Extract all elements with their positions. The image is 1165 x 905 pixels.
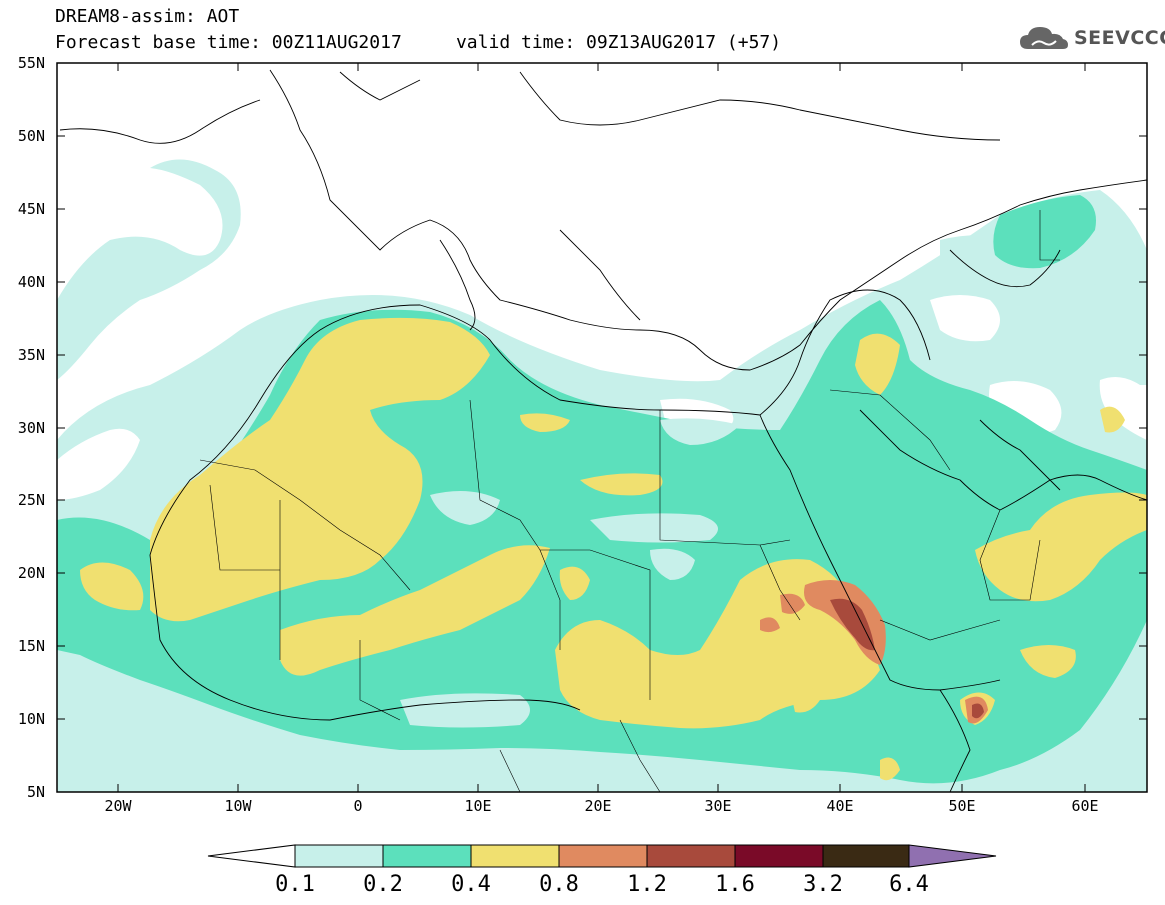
lat-tick-label: 25N [18, 491, 45, 509]
colorbar-segment [382, 844, 472, 868]
colorbar-label: 1.2 [627, 872, 667, 897]
lat-tick-label: 10N [18, 710, 45, 728]
lat-tick-label: 30N [18, 419, 45, 437]
colorbar-label: 0.1 [275, 872, 315, 897]
aot-level-1.2 [830, 598, 984, 719]
lat-tick-label: 50N [18, 127, 45, 145]
lat-tick-label: 35N [18, 346, 45, 364]
colorbar-label: 3.2 [803, 872, 843, 897]
colorbar-label: 6.4 [889, 872, 929, 897]
colorbar-segment [558, 844, 648, 868]
colorbar-label: 0.4 [451, 872, 491, 897]
latitude-axis: 55N 50N 45N 40N 35N 30N 25N 20N 15N 10N … [18, 54, 1147, 801]
lat-tick-label: 15N [18, 637, 45, 655]
colorbar-high-arrow [908, 844, 997, 868]
lon-tick-label: 40E [826, 797, 853, 815]
lon-tick-label: 0 [353, 797, 362, 815]
lon-tick-label: 60E [1071, 797, 1098, 815]
aot-field [57, 159, 1147, 792]
colorbar-label: 0.2 [363, 872, 403, 897]
colorbar-segment [734, 844, 824, 868]
aot-level-0.1-pockets [400, 418, 740, 728]
country-borders [199, 210, 1060, 792]
colorbar [207, 844, 997, 868]
lon-tick-label: 20E [584, 797, 611, 815]
lat-tick-label: 55N [18, 54, 45, 72]
lon-tick-label: 10W [224, 797, 252, 815]
forecast-time-info: Forecast base time: 00Z11AUG2017 valid t… [55, 32, 782, 53]
colorbar-low-arrow [207, 844, 296, 868]
lon-tick-label: 10E [464, 797, 491, 815]
lon-tick-label: 30E [704, 797, 731, 815]
lat-tick-label: 40N [18, 273, 45, 291]
colorbar-label: 0.8 [539, 872, 579, 897]
colorbar-segment [470, 844, 560, 868]
lon-tick-label: 50E [948, 797, 975, 815]
aot-clear-areas [57, 295, 1147, 500]
lat-tick-label: 20N [18, 564, 45, 582]
map-title: DREAM8-assim: AOT [55, 6, 240, 27]
longitude-axis: 20W 10W 0 10E 20E 30E 40E 50E 60E [104, 63, 1099, 815]
logo-text: SEEVCCC [1074, 27, 1165, 49]
colorbar-segment [646, 844, 736, 868]
colorbar-segment [822, 844, 910, 868]
lon-tick-label: 20W [104, 797, 132, 815]
lat-tick-label: 5N [27, 783, 45, 801]
colorbar-label: 1.6 [715, 872, 755, 897]
cloud-icon [1020, 27, 1068, 49]
coastlines-borders [59, 69, 1147, 792]
colorbar-segment [294, 844, 384, 868]
seevccc-logo: SEEVCCC [1018, 22, 1165, 54]
lat-tick-label: 45N [18, 200, 45, 218]
